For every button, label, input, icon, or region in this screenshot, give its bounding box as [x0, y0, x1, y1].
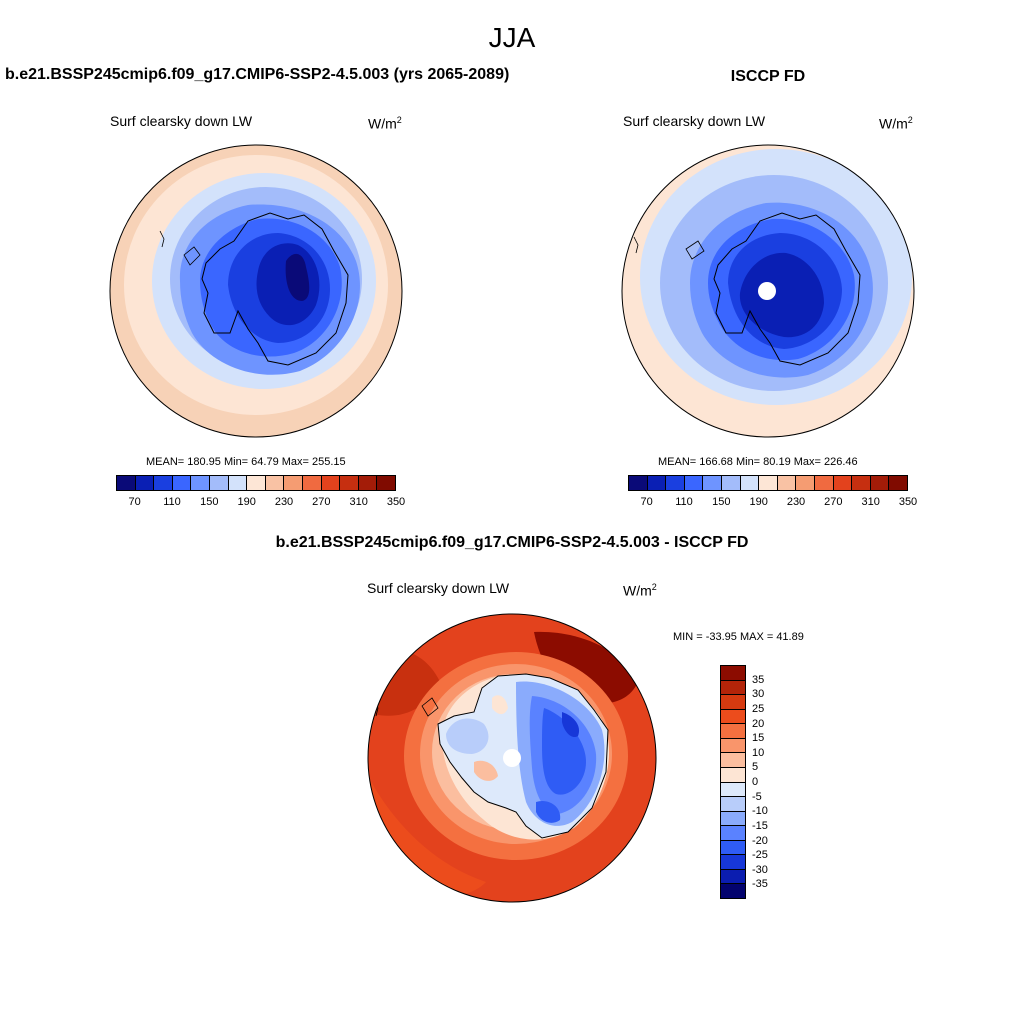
colorbar-swatch — [814, 476, 834, 490]
colorbar-tick-label: 350 — [386, 496, 406, 508]
colorbar-tick-label: 20 — [752, 717, 765, 730]
model-colorbar — [116, 475, 396, 491]
colorbar-swatch — [889, 476, 907, 490]
colorbar-swatch — [247, 476, 266, 490]
season-title: JJA — [488, 22, 536, 53]
colorbar-tick-label: 310 — [861, 496, 880, 508]
colorbar-swatch — [777, 476, 797, 490]
colorbar-tick-label: 270 — [824, 496, 843, 508]
obs-stats: MEAN= 166.68 Min= 80.19 Max= 226.46 — [658, 456, 858, 468]
colorbar-tick-label: -30 — [752, 863, 768, 876]
colorbar-swatch — [721, 666, 745, 681]
colorbar-swatch — [377, 476, 395, 490]
colorbar-swatch — [740, 476, 760, 490]
colorbar-tick-label: -15 — [752, 819, 768, 832]
colorbar-tick-label: -35 — [752, 878, 768, 891]
colorbar-swatch — [209, 476, 229, 490]
obs-colorbar-labels: 70 110 150 190 230 270 310 350 — [628, 496, 918, 510]
colorbar-swatch — [265, 476, 285, 490]
colorbar-swatch — [721, 680, 745, 696]
colorbar-tick-label: 270 — [312, 496, 331, 508]
colorbar-swatch — [154, 476, 173, 490]
colorbar-swatch — [721, 767, 745, 783]
colorbar-swatch — [302, 476, 322, 490]
colorbar-swatch — [228, 476, 248, 490]
model-field-label: Surf clearsky down LW — [110, 113, 253, 129]
colorbar-swatch — [117, 476, 136, 490]
colorbar-swatch — [852, 476, 871, 490]
model-polar-map — [109, 144, 403, 438]
colorbar-swatch — [684, 476, 704, 490]
colorbar-swatch — [721, 811, 745, 827]
colorbar-swatch — [721, 884, 745, 898]
obs-field-label: Surf clearsky down LW — [623, 113, 766, 129]
colorbar-tick-label: 310 — [349, 496, 368, 508]
colorbar-tick-label: -20 — [752, 834, 768, 847]
colorbar-tick-label: 110 — [163, 496, 181, 508]
colorbar-tick-label: 70 — [128, 496, 141, 508]
colorbar-tick-label: 150 — [712, 496, 731, 508]
colorbar-swatch — [721, 826, 745, 841]
colorbar-swatch — [721, 724, 745, 739]
obs-units: W/m2 — [879, 115, 913, 132]
colorbar-tick-label: 150 — [200, 496, 219, 508]
colorbar-tick-label: 25 — [752, 702, 765, 715]
colorbar-swatch — [721, 753, 745, 768]
colorbar-tick-label: 190 — [237, 496, 256, 508]
colorbar-swatch — [721, 869, 745, 885]
colorbar-swatch — [870, 476, 890, 490]
model-colorbar-labels: 70 110 150 190 230 270 310 350 — [116, 496, 406, 510]
diff-colorbar-labels: 35 30 25 20 15 10 5 0 -5 -10 -15 -20 -25 -30 -35 — [752, 665, 792, 899]
colorbar-swatch — [647, 476, 667, 490]
colorbar-tick-label: 110 — [675, 496, 693, 508]
model-units: W/m2 — [368, 115, 402, 132]
diff-polar-map — [367, 613, 657, 903]
colorbar-swatch — [703, 476, 722, 490]
colorbar-swatch — [629, 476, 648, 490]
model-stats: MEAN= 180.95 Min= 64.79 Max= 255.15 — [146, 456, 346, 468]
colorbar-tick-label: 0 — [752, 776, 759, 788]
colorbar-swatch — [833, 476, 853, 490]
colorbar-swatch — [721, 797, 745, 812]
colorbar-tick-label: -10 — [752, 805, 768, 818]
colorbar-tick-label: 190 — [749, 496, 768, 508]
colorbar-tick-label: 230 — [274, 496, 294, 508]
diff-field-label: Surf clearsky down LW — [367, 580, 510, 596]
colorbar-swatch — [721, 695, 745, 710]
colorbar-tick-label: -25 — [752, 849, 768, 862]
colorbar-swatch — [721, 738, 745, 754]
colorbar-swatch — [721, 476, 741, 490]
colorbar-tick-label: 70 — [640, 496, 653, 508]
diff-panel-title: b.e21.BSSP245cmip6.f09_g17.CMIP6-SSP2-4.… — [275, 534, 749, 551]
colorbar-swatch — [721, 855, 745, 870]
colorbar-swatch — [321, 476, 341, 490]
colorbar-swatch — [358, 476, 378, 490]
colorbar-swatch — [721, 709, 745, 725]
diff-colorbar — [720, 665, 746, 899]
colorbar-tick-label: 230 — [786, 496, 806, 508]
colorbar-tick-label: 30 — [752, 688, 765, 701]
colorbar-swatch — [721, 840, 745, 856]
diff-units: W/m2 — [623, 582, 657, 599]
colorbar-tick-label: 5 — [752, 761, 759, 774]
colorbar-tick-label: 15 — [752, 732, 765, 745]
colorbar-swatch — [759, 476, 778, 490]
colorbar-swatch — [796, 476, 815, 490]
colorbar-swatch — [721, 782, 745, 798]
colorbar-tick-label: 350 — [898, 496, 918, 508]
colorbar-tick-label: 10 — [752, 746, 765, 759]
obs-polar-map — [621, 144, 915, 438]
diff-stats: MIN = -33.95 MAX = 41.89 — [673, 631, 804, 643]
colorbar-swatch — [135, 476, 155, 490]
model-panel-title: b.e21.BSSP245cmip6.f09_g17.CMIP6-SSP2-4.… — [5, 66, 510, 83]
colorbar-tick-label: -5 — [752, 790, 762, 803]
colorbar-swatch — [284, 476, 303, 490]
colorbar-swatch — [191, 476, 210, 490]
colorbar-swatch — [340, 476, 359, 490]
obs-panel-title: ISCCP FD — [730, 68, 806, 85]
colorbar-swatch — [172, 476, 192, 490]
colorbar-swatch — [666, 476, 685, 490]
colorbar-tick-label: 35 — [752, 673, 765, 686]
obs-colorbar — [628, 475, 908, 491]
